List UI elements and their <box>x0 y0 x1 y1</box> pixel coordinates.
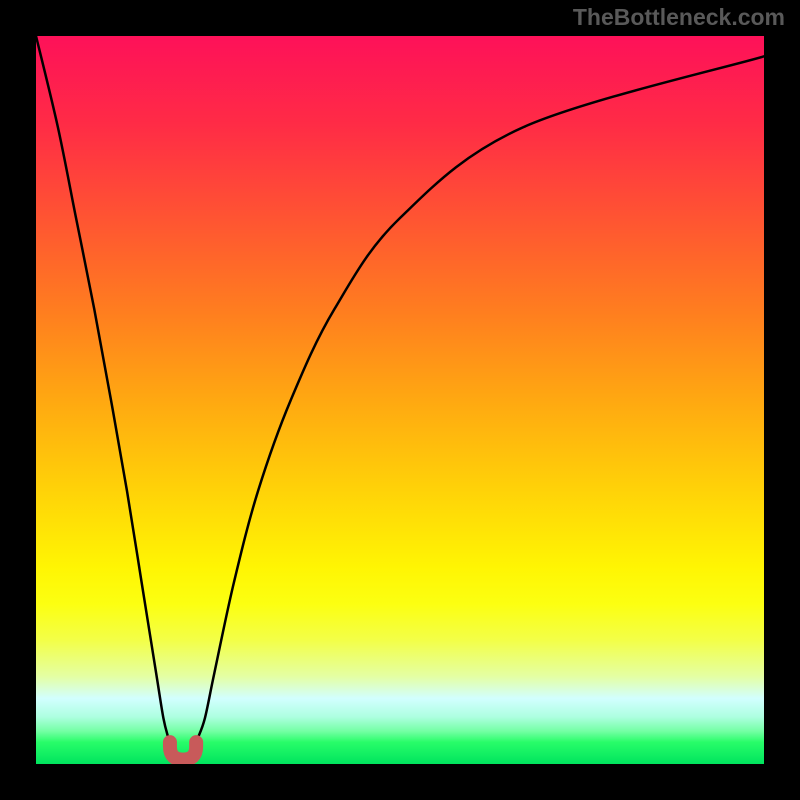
curve-left-branch <box>36 36 169 739</box>
optimum-marker <box>170 742 196 759</box>
curve-right-branch <box>198 56 764 738</box>
chart-curve-layer <box>0 0 800 800</box>
chart-container: TheBottleneck.com <box>0 0 800 800</box>
source-watermark: TheBottleneck.com <box>573 4 785 31</box>
